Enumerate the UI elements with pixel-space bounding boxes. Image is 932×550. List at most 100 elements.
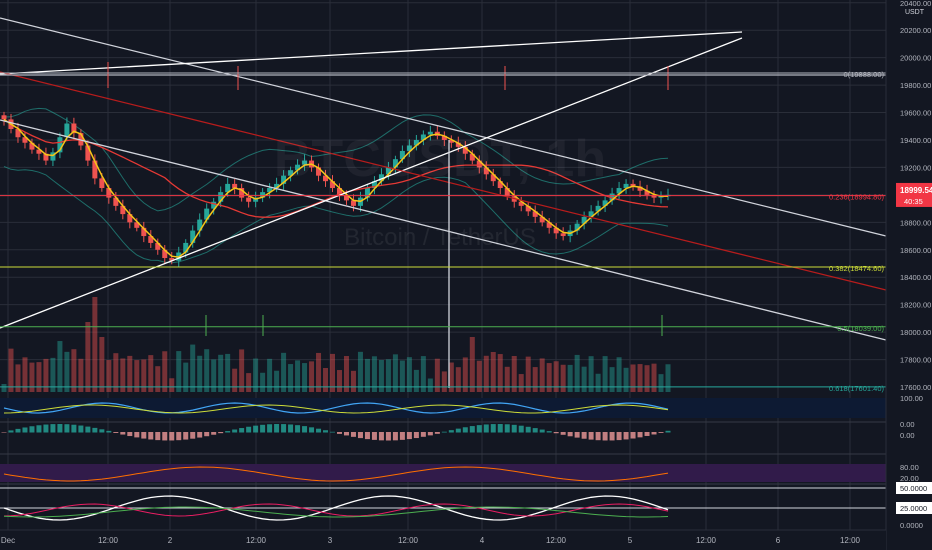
macd-histogram-bar [330, 431, 336, 433]
fib-level-label: 0(19888.00) [844, 70, 885, 79]
volume-bar [588, 356, 594, 392]
macd-histogram-bar [99, 429, 105, 433]
candle-body [155, 242, 161, 250]
candle-body [232, 183, 238, 189]
volume-bar [274, 370, 280, 392]
macd-histogram-bar [371, 432, 377, 440]
candle-body [392, 159, 398, 168]
candle-body [469, 153, 475, 161]
price-tick-label: 19400.00 [900, 136, 931, 145]
volume-bar [658, 374, 664, 392]
time-axis[interactable]: Dec 12:00 2 12:00 3 12:00 4 12:00 5 12:00 6 12:00 [0, 529, 886, 550]
candle-body [36, 149, 42, 154]
fib-level-label: 0.5(18039.00) [837, 324, 884, 333]
macd-histogram-bar [413, 432, 419, 439]
candle-body [560, 233, 566, 237]
volume-bar [469, 337, 475, 392]
macd-histogram-bar [183, 432, 189, 440]
stoch-line-1 [3, 402, 669, 414]
volume-bar [448, 362, 454, 392]
candle-body [295, 164, 301, 171]
macd-histogram-bar [504, 424, 510, 433]
macd-histogram-bar [246, 426, 252, 433]
volume-bar [330, 353, 336, 392]
fibonacci-levels[interactable]: 0(19888.00) 0.236(18994.80) 0.382(18474.60… [0, 70, 886, 393]
volume-bars [1, 297, 671, 392]
volume-bar [316, 352, 322, 392]
macd-histogram-bar [476, 425, 482, 433]
panel-tick-label: 0.00 [900, 420, 915, 429]
candle-body [497, 181, 503, 189]
panel-tick-label: 100.00 [900, 394, 923, 403]
volume-bar [71, 349, 77, 392]
time-tick-label: 12:00 [696, 536, 717, 545]
volume-bar [336, 370, 342, 392]
volume-bar [253, 358, 259, 392]
macd-histogram-bar [574, 432, 580, 438]
volume-bar [455, 367, 461, 392]
candle-body [85, 145, 91, 161]
candle-body [246, 197, 252, 202]
volume-bar [288, 364, 294, 392]
candle-body [350, 200, 356, 206]
volume-bar [616, 357, 622, 392]
candle-body [532, 211, 538, 217]
macd-histogram-bar [309, 427, 315, 433]
bb-lower-line [3, 166, 669, 264]
time-tick-label: 12:00 [398, 536, 419, 545]
volume-bar [546, 363, 552, 392]
bb-upper-line [3, 107, 669, 212]
macd-histogram-bar [420, 432, 426, 437]
macd-histogram-bar [497, 424, 503, 433]
volume-bar [120, 358, 126, 392]
macd-histogram-bar [427, 432, 433, 436]
candle-body [162, 249, 168, 259]
macd-histogram-bar [218, 432, 224, 434]
macd-histogram-bar [323, 430, 329, 433]
volume-bar [169, 378, 175, 392]
candle-body [15, 129, 21, 138]
volume-bar [392, 354, 398, 392]
candle-body [651, 194, 657, 198]
macd-histogram-bar [22, 427, 28, 433]
macd-histogram-bar [595, 432, 601, 441]
candle-body [637, 186, 643, 191]
macd-histogram-bar [665, 430, 671, 433]
candle-body [406, 145, 412, 151]
macd-histogram-bar [106, 430, 112, 433]
candle-body [260, 192, 266, 198]
volume-bar [553, 361, 559, 392]
candle-body [106, 188, 112, 198]
volume-bar [211, 359, 217, 392]
candle-body [267, 188, 273, 193]
volume-bar [85, 322, 91, 392]
candle-body [574, 223, 580, 231]
macd-histogram-bar [658, 432, 664, 433]
price-tick-label: 18600.00 [900, 246, 931, 255]
macd-histogram-bar [518, 425, 524, 433]
candle-body [413, 139, 419, 146]
candle-body [518, 201, 524, 206]
macd-histogram-bar [15, 428, 21, 433]
volume-bar [36, 362, 42, 392]
volume-bar [504, 366, 510, 392]
candle-body [504, 188, 510, 197]
candle-body [420, 134, 426, 140]
volume-bar [106, 360, 112, 392]
volume-bar [176, 351, 182, 392]
volume-bar [64, 351, 70, 392]
volume-bar [399, 360, 405, 392]
macd-histogram-bar [211, 432, 217, 435]
volume-bar [246, 373, 252, 392]
volume-bar [623, 367, 629, 392]
candle-body [343, 194, 349, 201]
indicator-panels [0, 398, 886, 521]
macd-histogram-bar [399, 432, 405, 440]
volume-bar [8, 348, 14, 392]
trendline [0, 71, 887, 291]
trendline-drawings[interactable] [0, 17, 887, 388]
candle-body [623, 183, 629, 189]
volume-bar [518, 374, 524, 392]
